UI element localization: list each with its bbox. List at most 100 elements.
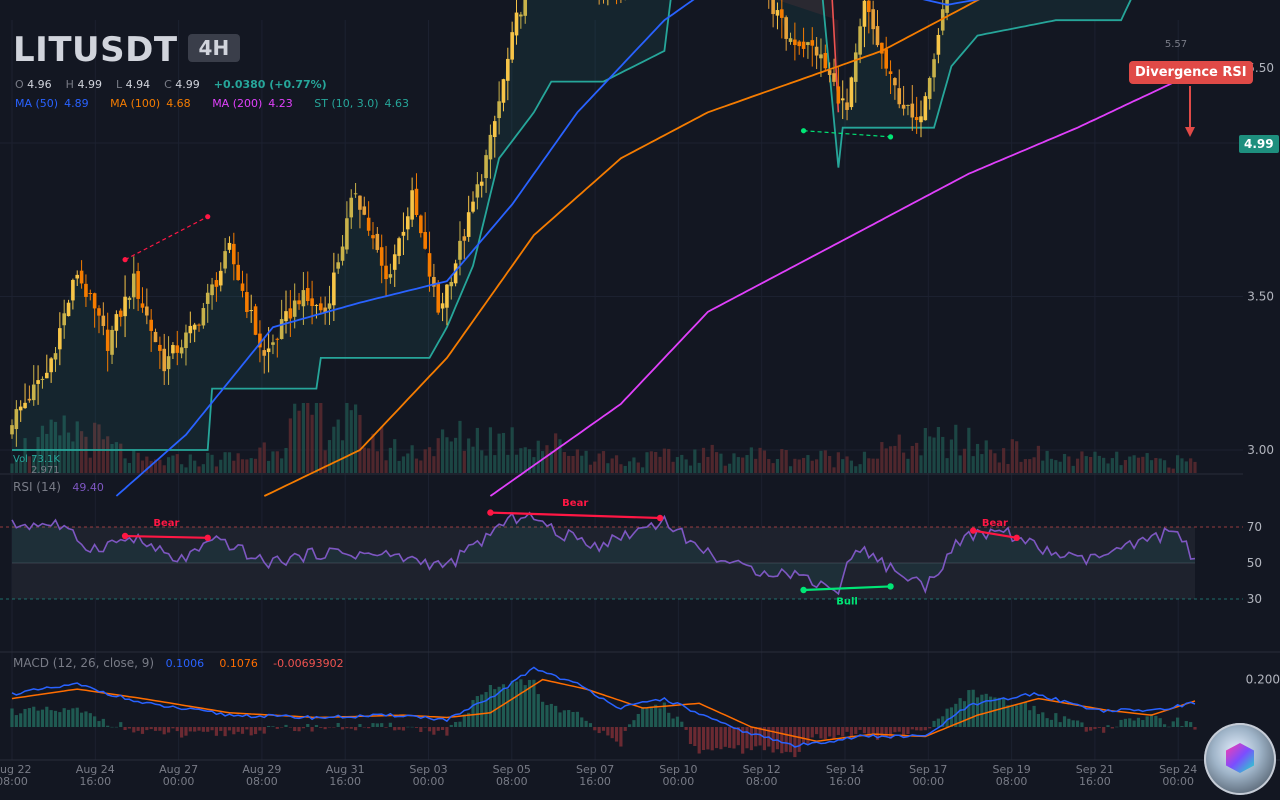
volume-bar: [580, 455, 584, 473]
macd-histogram-bar: [697, 727, 701, 754]
volume-bar: [962, 448, 967, 473]
rsi-divergence-point: [887, 583, 894, 590]
symbol-name[interactable]: LITUSDT: [13, 30, 178, 70]
volume-bar: [123, 458, 127, 473]
macd-histogram-bar: [819, 727, 823, 739]
macd-histogram-bar: [706, 727, 710, 750]
candle-body: [366, 217, 371, 231]
timeframe-badge[interactable]: 4H: [187, 34, 241, 62]
macd-histogram-bar: [101, 718, 105, 727]
candle-body: [327, 303, 332, 309]
macd-histogram-bar: [849, 727, 854, 737]
high-value: 4.99: [77, 78, 102, 91]
candle-body: [871, 9, 875, 30]
volume-bar: [910, 445, 914, 473]
volume-bar: [828, 456, 832, 473]
signal-value: 0.1076: [219, 657, 258, 670]
rsi-divergence-point: [121, 532, 129, 540]
divergence-rsi-badge[interactable]: Divergence RSI: [1129, 61, 1253, 84]
candle-body: [440, 303, 445, 309]
volume-bar: [1028, 459, 1032, 473]
candle-body: [379, 247, 384, 266]
candle-body: [375, 233, 380, 250]
volume-bar: [941, 436, 945, 473]
ma50-label[interactable]: MA (50): [15, 97, 59, 110]
volume-bar: [741, 457, 745, 473]
volume-bar: [88, 457, 92, 473]
candle-body: [210, 284, 214, 296]
volume-bar: [275, 451, 279, 473]
candle-body: [179, 347, 184, 354]
macd-histogram-bar: [467, 712, 471, 727]
candle-body: [227, 242, 232, 250]
candle-body: [18, 406, 23, 411]
candle-body: [432, 276, 436, 287]
macd-histogram-bar: [240, 727, 245, 734]
rsi-divergence-line: [125, 534, 208, 539]
volume-bar: [993, 453, 997, 473]
macd-histogram-bar: [93, 716, 97, 727]
volume-bar: [1145, 453, 1149, 473]
candle-body: [10, 425, 14, 435]
candle-body: [506, 58, 510, 81]
volume-bar: [1071, 465, 1075, 473]
macd-histogram-bar: [49, 710, 53, 727]
volume-bar: [510, 427, 514, 473]
macd-histogram-bar: [353, 727, 358, 731]
volume-bar: [875, 458, 880, 473]
macd-histogram-bar: [1171, 721, 1175, 727]
macd-histogram-bar: [245, 727, 249, 730]
volume-bar: [240, 459, 245, 473]
macd-histogram-bar: [662, 702, 666, 727]
volume-bar: [601, 451, 606, 473]
volume-bar: [384, 460, 388, 473]
macd-histogram-bar: [323, 727, 327, 730]
volume-bar: [158, 459, 162, 473]
volume-bar: [245, 459, 249, 473]
macd-histogram-bar: [1028, 710, 1032, 727]
volume-bar: [253, 458, 258, 473]
rsi-divergence-line: [803, 585, 891, 592]
rsi-title[interactable]: RSI (14): [13, 480, 61, 494]
volume-bar: [714, 452, 719, 473]
candle-body: [279, 319, 284, 339]
candle-body: [405, 216, 410, 230]
candle-body: [297, 300, 301, 305]
volume-bar: [497, 433, 501, 473]
time-tick-time: 00:00: [912, 775, 944, 788]
macd-histogram-bar: [888, 727, 893, 739]
macd-histogram-bar: [536, 694, 540, 727]
macd-histogram-bar: [1184, 721, 1188, 727]
volume-bar: [332, 426, 336, 473]
supertrend-label[interactable]: ST (10, 3.0): [314, 97, 379, 110]
macd-histogram-bar: [332, 727, 336, 728]
ohlc-legend: O 4.96 H 4.99 L 4.94 C 4.99 +0.0380 (+0.…: [15, 78, 327, 91]
macd-title[interactable]: MACD (12, 26, close, 9): [13, 656, 155, 670]
volume-bar: [636, 462, 640, 473]
macd-histogram-bar: [288, 727, 292, 728]
macd-histogram-bar: [980, 694, 984, 727]
volume-bar: [271, 451, 275, 473]
macd-histogram-bar: [127, 727, 132, 729]
macd-histogram-bar: [314, 725, 319, 727]
volume-bar: [436, 438, 440, 473]
volume-sub: 2.971: [31, 465, 60, 476]
macd-histogram-bar: [532, 679, 536, 727]
volume-bar: [619, 464, 623, 473]
volume-bar: [1006, 463, 1010, 473]
macd-histogram-bar: [297, 727, 301, 732]
ma100-label[interactable]: MA (100): [110, 97, 161, 110]
macd-histogram-bar: [340, 727, 345, 730]
volume-bar: [1075, 458, 1080, 473]
candle-body: [449, 281, 454, 287]
macd-histogram-bar: [667, 712, 671, 727]
candle-body: [79, 270, 84, 284]
volume-bar: [880, 442, 884, 473]
volume-bar: [1115, 451, 1119, 473]
macd-histogram-bar: [762, 727, 767, 751]
volume-bar: [775, 458, 780, 473]
volume-bar: [501, 432, 506, 473]
ma200-label[interactable]: MA (200): [212, 97, 263, 110]
